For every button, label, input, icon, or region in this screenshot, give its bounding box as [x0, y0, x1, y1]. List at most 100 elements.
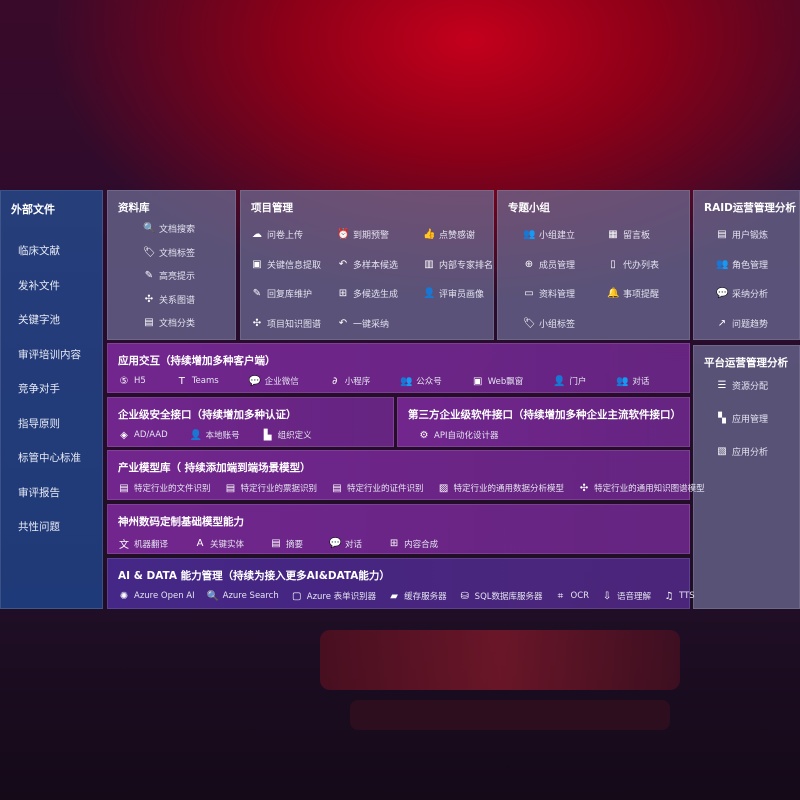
feature-item[interactable]: 💬 对话: [329, 536, 362, 551]
sidebar-item[interactable]: 标管中心标准: [18, 452, 81, 464]
feature-item[interactable]: 👥 角色管理: [716, 258, 768, 271]
receipt-icon: ▤: [225, 482, 236, 494]
feature-label: OCR: [570, 591, 590, 601]
graph-icon: ✣: [252, 317, 262, 329]
feature-item[interactable]: ▨ 特定行业的通用数据分析模型: [438, 482, 564, 495]
feature-item[interactable]: ⊞ 多候选生成: [337, 287, 398, 300]
feature-item[interactable]: ◈ AD/AAD: [118, 429, 168, 441]
summary-icon: ▤: [271, 538, 281, 549]
feature-item[interactable]: ♫ TTS: [663, 590, 695, 602]
user-icon: 👤: [423, 288, 436, 299]
puzzle-icon: ⊞: [389, 538, 399, 549]
feature-item[interactable]: ▚ 应用管理: [716, 412, 768, 425]
feature-item[interactable]: ▙ 组织定义: [262, 429, 312, 442]
tts-icon: ♫: [664, 590, 674, 602]
sidebar-item[interactable]: 临床文献: [18, 245, 60, 257]
feature-label: 内容合成: [404, 539, 439, 550]
reply-icon: ↶: [338, 258, 348, 270]
feature-label: 关键信息提取: [267, 260, 322, 271]
feature-item[interactable]: 🏷 小组标签: [523, 317, 575, 330]
feature-item[interactable]: 🔍 Azure Search: [207, 590, 279, 602]
feature-item[interactable]: ✎ 高亮提示: [143, 269, 195, 282]
feature-item[interactable]: ☰ 资源分配: [716, 379, 769, 392]
feature-item[interactable]: 👍 点赞感谢: [423, 228, 475, 241]
feature-item[interactable]: 👥 公众号: [400, 375, 442, 388]
id-card-icon: ▤: [332, 482, 342, 494]
sidebar-item[interactable]: 审评报告: [18, 486, 60, 499]
feature-item[interactable]: 💬 采纳分析: [716, 287, 768, 300]
image-icon: ▨: [438, 482, 449, 494]
feature-item[interactable]: ✣ 特定行业的通用知识图谱模型: [578, 482, 705, 495]
feature-item[interactable]: 👤 本地账号: [190, 429, 240, 442]
panel-project-management: 项目管理 ☁ 问卷上传 ⏰ 到期预警 👍 点赞感谢 ▣ 关键信息提取 ↶ 多样本候选 ▥ 内部专家排名 ✎…: [240, 190, 494, 340]
feature-item[interactable]: ▢ Azure 表单识别器: [291, 590, 376, 603]
feature-item[interactable]: ▤ 摘要: [270, 536, 303, 551]
feature-item[interactable]: ▤ 用户锻炼: [716, 228, 768, 241]
feature-item[interactable]: ⇩ 语音理解: [601, 590, 651, 603]
feature-label: 成员管理: [539, 260, 576, 271]
feature-item[interactable]: ✣ 项目知识图谱: [251, 317, 321, 330]
panel-library: 资料库 🔍 文档搜索 🏷 文档标签 ✎ 高亮提示 ✣ 关系图谱 ▤ 文档分类: [107, 190, 236, 340]
feature-item[interactable]: 🔔 事项提醒: [607, 287, 659, 300]
sidebar-item[interactable]: 关键字池: [18, 314, 60, 326]
feature-item[interactable]: ✎ 回复库维护: [251, 287, 312, 300]
feature-item[interactable]: ✣ 关系图谱: [143, 293, 195, 306]
feature-item[interactable]: ⚙ API自动化设计器: [418, 429, 499, 442]
feature-item[interactable]: 🔍 文档搜索: [143, 222, 195, 235]
feature-label: 点赞感谢: [439, 231, 476, 241]
translate-icon: 文: [119, 540, 129, 551]
feature-item[interactable]: 👤 评审员画像: [423, 287, 484, 300]
feature-item[interactable]: 👥 小组建立: [523, 228, 575, 241]
feature-item[interactable]: ⊕ 成员管理: [523, 258, 575, 271]
feature-item[interactable]: ↶ 多样本候选: [337, 258, 398, 271]
feature-label: 企业微信: [264, 377, 299, 387]
org-icon: ▙: [263, 429, 272, 441]
feature-item[interactable]: ▥ 内部专家排名: [423, 258, 493, 271]
feature-item[interactable]: ☁ 问卷上传: [251, 228, 303, 241]
feature-item[interactable]: 💬 企业微信: [249, 375, 299, 388]
feature-item[interactable]: 👥 对话: [616, 375, 649, 388]
voice-icon: ⇩: [602, 590, 612, 602]
feature-item[interactable]: ▤ 特定行业的票据识别: [225, 482, 317, 495]
feature-item[interactable]: ▰ 缓存服务器: [388, 590, 446, 603]
sidebar-item[interactable]: 竞争对手: [18, 383, 60, 395]
bell-icon: 🔔: [607, 288, 620, 299]
pen-icon: ✎: [252, 288, 262, 299]
feature-label: 机器翻译: [134, 539, 169, 550]
sidebar-item[interactable]: 审评培训内容: [18, 348, 81, 361]
feature-item[interactable]: ⏰ 到期预警: [337, 228, 389, 241]
feature-item[interactable]: ↗ 问题趋势: [716, 317, 768, 330]
feature-item[interactable]: 文机器翻译: [118, 536, 169, 552]
ranking-icon: ▥: [424, 258, 434, 270]
feature-item[interactable]: ⛁ SQL数据库服务器: [459, 590, 542, 603]
feature-item[interactable]: ▧ 应用分析: [716, 445, 768, 458]
feature-item[interactable]: T Teams: [176, 375, 219, 387]
feature-label: 关系图谱: [159, 295, 196, 306]
feature-item[interactable]: ✺ Azure Open AI: [118, 590, 195, 602]
feature-item[interactable]: ▯ 代办列表: [607, 258, 659, 271]
feature-label: 留言板: [623, 231, 651, 241]
feature-item[interactable]: ▤ 特定行业的证件识别: [331, 482, 423, 495]
feature-item[interactable]: ⑤ H5: [118, 375, 146, 387]
clipboard-icon: ▯: [610, 258, 616, 270]
sidebar-item[interactable]: 指导原则: [18, 417, 60, 430]
sidebar-item[interactable]: 发补文件: [18, 279, 60, 292]
feature-item[interactable]: ▣ 关键信息提取: [251, 258, 321, 271]
feature-item[interactable]: ⊞ 内容合成: [388, 536, 438, 551]
feature-item[interactable]: ▤ 特定行业的文件识别: [118, 482, 210, 495]
feature-item[interactable]: 👤 门户: [553, 375, 586, 388]
feature-item[interactable]: ▦ 留言板: [607, 228, 650, 241]
feature-item[interactable]: ⌗ OCR: [555, 590, 590, 602]
feature-item[interactable]: ▭ 资料管理: [523, 287, 575, 300]
feature-item[interactable]: ∂ 小程序: [329, 375, 370, 388]
file-icon: ▤: [119, 482, 129, 494]
feature-label: 高亮提示: [159, 272, 196, 282]
feature-item[interactable]: ▣ Web飘窗: [472, 375, 523, 388]
feature-item[interactable]: 🏷 文档标签: [143, 246, 195, 259]
panel-title: 专题小组: [508, 202, 550, 214]
feature-item[interactable]: A 关键实体: [194, 536, 244, 551]
feature-item[interactable]: ▤ 文档分类: [143, 316, 195, 329]
feature-item[interactable]: ↶ 一键采纳: [337, 317, 389, 330]
feature-label: TTS: [679, 591, 695, 601]
sidebar-item[interactable]: 共性问题: [18, 521, 60, 533]
